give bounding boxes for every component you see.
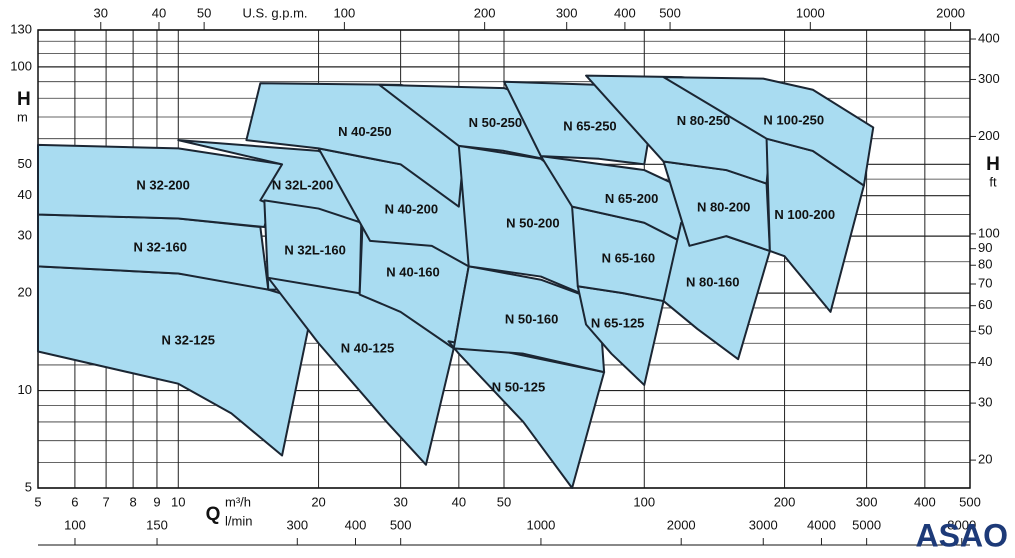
x-tick-label: 10 bbox=[171, 494, 185, 509]
x2-tick-label: 8000 bbox=[947, 517, 976, 532]
region-label: N 80-160 bbox=[686, 275, 739, 290]
y2-tick-label: 80 bbox=[978, 257, 992, 272]
x2-tick-label: 5000 bbox=[852, 517, 881, 532]
y-tick-label: 50 bbox=[18, 156, 32, 171]
region-label: N 40-250 bbox=[338, 124, 391, 139]
top-unit: U.S. g.p.m. bbox=[242, 5, 307, 20]
y-tick-label: 100 bbox=[10, 58, 32, 73]
y-tick-label: 40 bbox=[18, 187, 32, 202]
x2-tick-label: 300 bbox=[286, 517, 308, 532]
y2-tick-label: 50 bbox=[978, 323, 992, 338]
brand-logo: ASAO bbox=[916, 517, 1008, 553]
top-tick-label: 400 bbox=[614, 5, 636, 20]
x2-tick-label: 100 bbox=[64, 517, 86, 532]
x2-unit: l/min bbox=[225, 513, 252, 528]
x-tick-label: 8 bbox=[130, 494, 137, 509]
x2-tick-label: 3000 bbox=[749, 517, 778, 532]
region-label: N 65-125 bbox=[591, 315, 644, 330]
region-label: N 65-160 bbox=[602, 251, 655, 266]
x-tick-label: 7 bbox=[102, 494, 109, 509]
x-label: Q bbox=[206, 504, 221, 525]
x-tick-label: 9 bbox=[153, 494, 160, 509]
y2-label: H bbox=[986, 154, 1000, 175]
x-unit: m³/h bbox=[225, 494, 251, 509]
x2-tick-label: 2000 bbox=[667, 517, 696, 532]
y2-tick-label: 400 bbox=[978, 30, 1000, 45]
x-tick-label: 400 bbox=[914, 494, 936, 509]
y2-tick-label: 90 bbox=[978, 240, 992, 255]
y-label: H bbox=[17, 89, 31, 110]
y2-tick-label: 300 bbox=[978, 71, 1000, 86]
y-tick-label: 5 bbox=[25, 479, 32, 494]
x2-tick-label: 500 bbox=[390, 517, 412, 532]
y2-tick-label: 100 bbox=[978, 225, 1000, 240]
region-label: N 32-125 bbox=[161, 333, 214, 348]
pump-region bbox=[452, 265, 606, 374]
x-tick-label: 20 bbox=[311, 494, 325, 509]
region-label: N 100-200 bbox=[774, 207, 835, 222]
top-tick-label: 30 bbox=[94, 5, 108, 20]
region-label: N 65-250 bbox=[563, 119, 616, 134]
x2-tick-label: 400 bbox=[345, 517, 367, 532]
x-tick-label: 50 bbox=[497, 494, 511, 509]
y2-tick-label: 40 bbox=[978, 354, 992, 369]
region-label: N 40-200 bbox=[385, 202, 438, 217]
top-tick-label: 50 bbox=[197, 5, 211, 20]
x-tick-label: 6 bbox=[71, 494, 78, 509]
top-tick-label: 500 bbox=[659, 5, 681, 20]
region-label: N 32-200 bbox=[136, 178, 189, 193]
x-tick-label: 500 bbox=[959, 494, 981, 509]
y2-tick-label: 200 bbox=[978, 128, 1000, 143]
y-tick-label: 10 bbox=[18, 382, 32, 397]
region-label: N 32L-200 bbox=[272, 178, 333, 193]
top-tick-label: 200 bbox=[474, 5, 496, 20]
x-tick-label: 5 bbox=[34, 494, 41, 509]
x-tick-label: 300 bbox=[856, 494, 878, 509]
y-tick-label: 30 bbox=[18, 228, 32, 243]
region-label: N 32-160 bbox=[133, 240, 186, 255]
region-label: N 50-160 bbox=[505, 312, 558, 327]
x-tick-label: 100 bbox=[633, 494, 655, 509]
y-tick-label: 130 bbox=[10, 21, 32, 36]
y-tick-label: 20 bbox=[18, 285, 32, 300]
y2-tick-label: 20 bbox=[978, 452, 992, 467]
top-tick-label: 300 bbox=[556, 5, 578, 20]
x-tick-label: 40 bbox=[452, 494, 466, 509]
x-tick-label: 200 bbox=[774, 494, 796, 509]
region-label: N 65-200 bbox=[605, 191, 658, 206]
y2-tick-label: 60 bbox=[978, 297, 992, 312]
top-tick-label: 40 bbox=[152, 5, 166, 20]
x2-tick-label: 4000 bbox=[807, 517, 836, 532]
y2-unit: ft bbox=[989, 174, 997, 189]
y2-tick-label: 30 bbox=[978, 395, 992, 410]
top-tick-label: 100 bbox=[334, 5, 356, 20]
pump-region bbox=[267, 276, 455, 466]
top-tick-label: 2000 bbox=[936, 5, 965, 20]
pump-region bbox=[37, 143, 284, 229]
region-label: N 100-250 bbox=[763, 113, 824, 128]
region-label: N 50-200 bbox=[506, 215, 559, 230]
pump-region bbox=[662, 76, 875, 187]
y-unit: m bbox=[17, 109, 28, 124]
region-label: N 50-250 bbox=[469, 115, 522, 130]
pump-region bbox=[37, 265, 315, 457]
y2-tick-label: 70 bbox=[978, 275, 992, 290]
top-tick-label: 1000 bbox=[796, 5, 825, 20]
region-label: N 40-160 bbox=[386, 265, 439, 280]
region-label: N 50-125 bbox=[492, 380, 545, 395]
x2-tick-label: 1000 bbox=[526, 517, 555, 532]
x-tick-label: 30 bbox=[393, 494, 407, 509]
region-label: N 32L-160 bbox=[284, 242, 345, 257]
region-label: N 40-125 bbox=[341, 340, 394, 355]
region-label: N 80-200 bbox=[697, 199, 750, 214]
region-label: N 80-250 bbox=[677, 113, 730, 128]
x2-tick-label: 150 bbox=[146, 517, 168, 532]
